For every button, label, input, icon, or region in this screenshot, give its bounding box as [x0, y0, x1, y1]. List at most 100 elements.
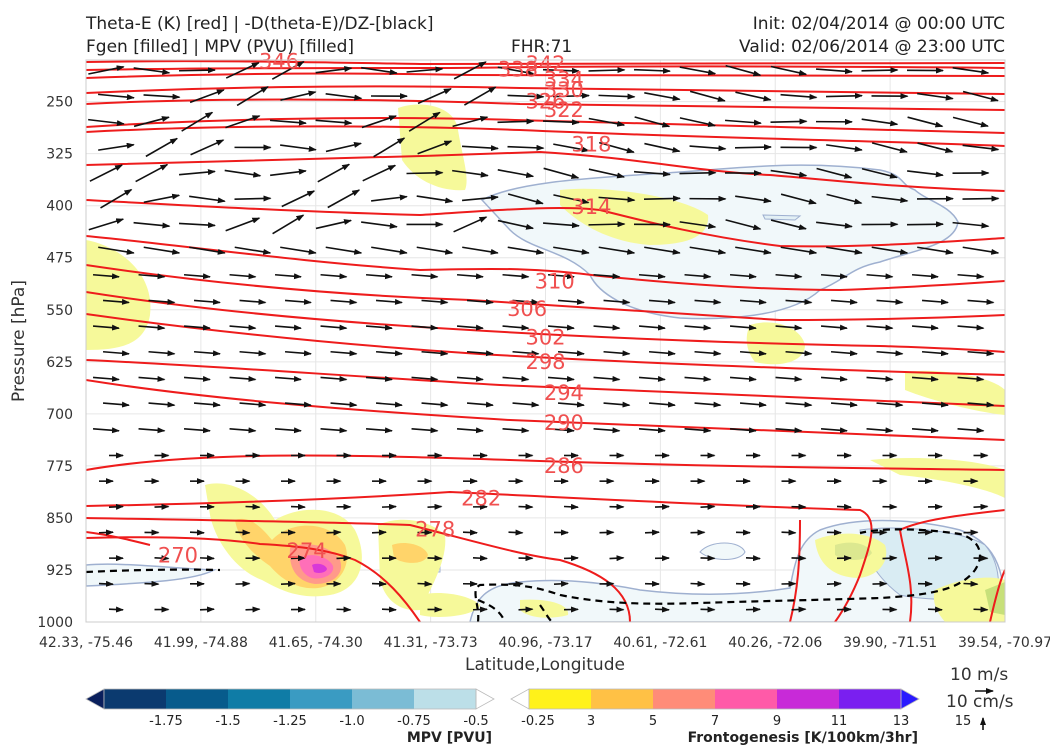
wind-vector	[411, 273, 439, 280]
wind-vector	[603, 298, 631, 305]
theta-e-label: 306	[507, 297, 547, 321]
wind-vector	[770, 219, 807, 231]
x-tick-label: 42.33, -75.46	[39, 635, 133, 651]
x-axis-label: Latitude,Longitude	[465, 655, 625, 675]
wind-vector	[603, 401, 631, 408]
wind-vector	[906, 221, 944, 228]
wind-vector	[502, 324, 530, 331]
y-tick-label: 925	[46, 563, 73, 579]
wind-vector	[330, 401, 358, 408]
theta-e-278	[86, 517, 631, 622]
fgen-region-upper-2	[560, 188, 709, 245]
y-axis-label: Pressure [hPa]	[9, 280, 29, 402]
wind-vector	[189, 246, 226, 255]
theta-e-338	[86, 72, 1005, 79]
y-tick-label: 475	[46, 251, 73, 267]
vector-scale-horizontal: 10 m/s	[950, 665, 1008, 685]
wind-vector	[100, 188, 133, 209]
wind-vector	[365, 375, 393, 382]
wind-vector	[598, 246, 636, 255]
wind-vector	[825, 92, 863, 99]
wind-vector	[734, 144, 772, 151]
wind-vector	[269, 119, 307, 126]
theta-e-label: 278	[415, 518, 455, 542]
x-tick-label: 39.90, -71.51	[843, 635, 937, 651]
fgen-region-bottom-2	[520, 599, 569, 618]
wind-vector	[917, 246, 954, 255]
wind-vector	[325, 142, 363, 153]
wind-vector	[361, 221, 398, 229]
wind-vector	[962, 246, 1000, 255]
wind-vector	[497, 219, 535, 230]
wind-vector	[281, 190, 316, 208]
wind-vector	[330, 298, 358, 305]
wind-vector	[371, 246, 408, 255]
wind-vector	[679, 117, 717, 128]
wind-vector	[917, 92, 954, 101]
wind-vector	[453, 216, 488, 233]
theta-e-270	[86, 531, 151, 546]
wind-vector	[866, 324, 894, 331]
wind-vector	[593, 375, 621, 382]
theta-e-label: 346	[259, 49, 299, 73]
colorbar-tick-label: 9	[773, 714, 781, 729]
wind-vector	[373, 137, 406, 158]
theta-e-label: 338	[498, 58, 538, 82]
wind-vector	[427, 503, 443, 510]
wind-vector	[417, 140, 453, 155]
x-tick-label: 41.99, -74.88	[154, 635, 248, 651]
wind-vector	[148, 298, 176, 305]
wind-vector	[362, 164, 397, 182]
wind-vector	[644, 92, 681, 102]
theta-e-294	[86, 359, 1005, 407]
wind-vector	[593, 273, 621, 280]
colorbar-tick-label: 5	[649, 714, 657, 729]
mpv-region-upper	[480, 164, 959, 320]
wind-vector	[593, 427, 621, 434]
theta-e-label: 302	[525, 326, 565, 350]
wind-vector	[417, 580, 433, 587]
wind-vector	[472, 555, 488, 562]
wind-vector	[507, 144, 545, 151]
wind-vector	[957, 273, 985, 280]
wind-vector	[272, 214, 305, 235]
wind-vector	[952, 116, 989, 128]
wind-vector	[199, 606, 215, 613]
wind-vector	[724, 119, 762, 126]
wind-vector	[593, 324, 621, 331]
colorbar-tick-label: -1.25	[273, 714, 307, 729]
theta-e-306	[86, 264, 1005, 322]
wind-vector	[189, 195, 226, 204]
wind-vector	[542, 222, 580, 229]
wind-vector	[183, 324, 211, 331]
wind-vector	[911, 273, 939, 280]
wind-vector	[456, 375, 484, 382]
wind-vector	[785, 401, 813, 408]
wind-vector	[735, 195, 772, 204]
wind-vector	[684, 427, 712, 434]
dthetae-dz-contour-inner	[477, 598, 507, 622]
wind-vector	[290, 503, 306, 510]
wind-vector	[826, 193, 863, 205]
mpv-colorbar-title: MPV [PVU]	[407, 730, 492, 746]
wind-vector	[638, 324, 666, 331]
wind-vector	[88, 65, 125, 75]
colorbar-segment	[104, 689, 167, 709]
wind-vector	[371, 580, 387, 587]
wind-vector	[962, 90, 999, 102]
y-tick-label: 250	[46, 95, 73, 111]
wind-vector	[235, 529, 251, 536]
wind-vector	[330, 350, 358, 357]
wind-vector	[512, 350, 540, 357]
x-axis-ticks: 42.33, -75.46 41.99, -74.88 41.65, -74.30 4…	[39, 635, 1050, 651]
wind-vector	[416, 246, 454, 255]
wind-vector	[690, 580, 706, 587]
wind-vector	[365, 273, 393, 280]
wind-vector	[365, 324, 393, 331]
colorbar-tip-right	[900, 688, 920, 710]
wind-vector	[452, 116, 489, 128]
wind-vector	[138, 427, 166, 434]
y-tick-label: 325	[46, 147, 73, 163]
colorbar-segment	[591, 689, 654, 709]
wind-vector	[411, 375, 439, 382]
